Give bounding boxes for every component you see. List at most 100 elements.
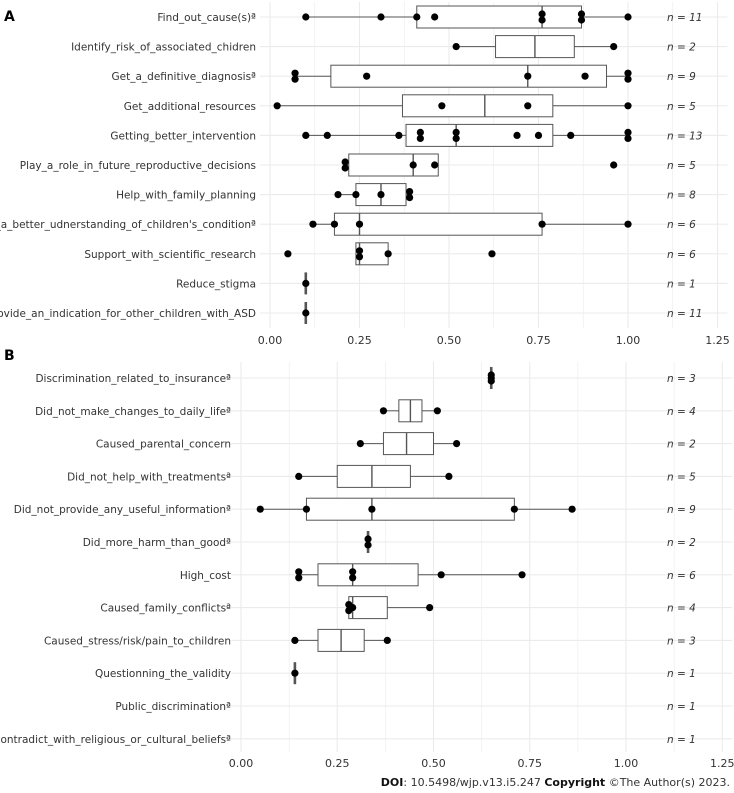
panel-a-n-label: n = 5 — [667, 160, 696, 172]
panel-a-x-tick-label: 0.00 — [258, 334, 283, 347]
panel-b-data-point — [437, 571, 445, 579]
panel-b-box — [305, 497, 515, 521]
panel-a-x-tick-label: 1.25 — [705, 334, 730, 347]
panel-a-data-point — [624, 128, 632, 136]
panel-a-n-label: n = 1 — [667, 278, 696, 290]
panel-a-data-point — [610, 43, 618, 51]
panel-a-data-point — [323, 131, 331, 139]
panel-a-data-point — [291, 69, 299, 77]
panel-a-n-label: n = 5 — [667, 101, 696, 113]
panel-b-data-point — [453, 440, 461, 448]
panel-b-label: B — [4, 348, 15, 364]
panel-a-label: A — [4, 9, 15, 25]
panel-b-category-label: Questionning_the_validity — [95, 668, 231, 680]
panel-b-category-label: Contradict_with_religious_or_cultural_be… — [0, 734, 231, 746]
panel-b-category-label: Caused_family_conflictsª — [100, 603, 231, 615]
panel-a-x-tick-label: 0.50 — [437, 334, 462, 347]
panel-a-box — [416, 5, 582, 29]
panel-a-data-point — [452, 134, 460, 142]
panel-b-data-point — [349, 604, 357, 612]
panel-a-data-point — [624, 220, 632, 228]
panel-b-data-point — [291, 669, 299, 677]
panel-b-category-label: Did_not_help_with_treatmentsª — [67, 471, 231, 483]
panel-a-data-point — [431, 13, 439, 21]
panel-b-data-point — [356, 440, 364, 448]
doi-footer: DOI: 10.5498/wjp.v13.i5.247 Copyright ©T… — [381, 776, 730, 789]
panel-a-x-tick-label: 1.00 — [616, 334, 641, 347]
panel-b-n-label: n = 2 — [667, 537, 696, 549]
panel-a-data-point — [309, 220, 317, 228]
panel-a-box — [405, 123, 554, 147]
panel-a-n-label: n = 2 — [667, 42, 696, 54]
panel-a-data-point — [452, 128, 460, 136]
panel-b-n-label: n = 5 — [667, 471, 696, 483]
panel-b-n-label: n = 3 — [667, 373, 696, 385]
panel-a-data-point — [284, 250, 292, 258]
panel-a-n-label: n = 6 — [667, 219, 696, 231]
panel-a-n-label: n = 9 — [667, 71, 696, 83]
doi-label: DOI — [380, 776, 404, 789]
panel-a-data-point — [416, 134, 424, 142]
panel-a-category-label: Find_out_cause(s)ª — [157, 12, 256, 24]
panel-a-box — [348, 153, 439, 177]
copyright-value: ©The Author(s) 2023. — [605, 776, 730, 789]
panel-a-x-tick-label: 0.25 — [347, 334, 372, 347]
panel-a-data-point — [610, 161, 618, 169]
panel-a-data-point — [384, 250, 392, 258]
panel-a-data-point — [330, 220, 339, 228]
panel-b-box — [336, 464, 411, 488]
panel-a-data-point — [431, 161, 439, 169]
panel-a-data-point — [355, 247, 364, 255]
panel-b-x-tick-label: 1.00 — [614, 757, 639, 770]
doi-value: : 10.5498/wjp.v13.i5.247 — [403, 776, 541, 789]
panel-a-box — [333, 212, 543, 236]
panel-a-data-point — [524, 102, 532, 110]
panel-b-data-point — [426, 604, 434, 612]
panel-a-n-label: n = 6 — [667, 249, 696, 261]
panel-a-data-point — [624, 69, 632, 77]
panel-a-data-point — [406, 188, 414, 196]
panel-b-x-tick-label: 0.50 — [421, 757, 446, 770]
panel-a-category-label: Get_a_better_udnerstanding_of_children's… — [0, 219, 256, 231]
panel-a-box — [401, 94, 554, 118]
panel-a-data-point — [567, 131, 575, 139]
panel-a-category-label: Get_a_definitive_diagnosisª — [112, 71, 257, 83]
panel-a-category-label: Support_with_scientific_research — [84, 249, 256, 261]
panel-a-data-point — [452, 43, 460, 51]
panel-a-data-point — [334, 191, 342, 199]
panel-a-data-point — [355, 253, 364, 261]
panel-a-data-point — [538, 16, 546, 24]
panel-b-data-point — [368, 505, 376, 513]
panel-b-x-tick-label: 1.25 — [710, 757, 734, 770]
panel-b-data-point — [518, 571, 526, 579]
panel-b-category-label: Caused_parental_concern — [96, 439, 231, 451]
panel-b-data-point — [364, 535, 372, 543]
panel-b-category-label: High_cost — [180, 570, 231, 582]
panel-b-category-label: Did_not_provide_any_useful_informationª — [14, 504, 231, 516]
panel-b-n-label: n = 6 — [667, 570, 696, 582]
panel-a-data-point — [624, 134, 632, 142]
panel-b-n-label: n = 3 — [667, 635, 696, 647]
panel-a-n-label: n = 13 — [667, 130, 703, 142]
panel-a-data-point — [534, 131, 543, 139]
panel-a-n-label: n = 11 — [667, 12, 703, 24]
panel-a-box — [330, 64, 608, 88]
panel-b-n-label: n = 9 — [667, 504, 696, 516]
panel-a-category-label: Provide_an_indication_for_other_children… — [0, 308, 256, 320]
panel-b-n-label: n = 1 — [667, 734, 696, 746]
panel-b-data-point — [302, 505, 311, 513]
panel-a-data-point — [538, 10, 546, 18]
panel-a-data-point — [273, 102, 281, 110]
panel-b-data-point — [349, 568, 357, 576]
panel-a-data-point — [409, 161, 417, 169]
panel-a-category-label: Reduce_stigma — [176, 278, 256, 290]
panel-a-data-point — [406, 194, 414, 202]
panel-b-data-point — [364, 541, 372, 549]
panel-b-data-point — [568, 505, 576, 513]
panel-b-n-label: n = 2 — [667, 439, 696, 451]
panel-b-data-point — [383, 636, 391, 645]
panel-a-data-point — [291, 75, 299, 83]
panel-a-data-point — [513, 131, 521, 139]
panel-b-category-label: Did_not_make_changes_to_daily_lifeª — [35, 406, 231, 418]
panel-a-data-point — [377, 191, 385, 199]
